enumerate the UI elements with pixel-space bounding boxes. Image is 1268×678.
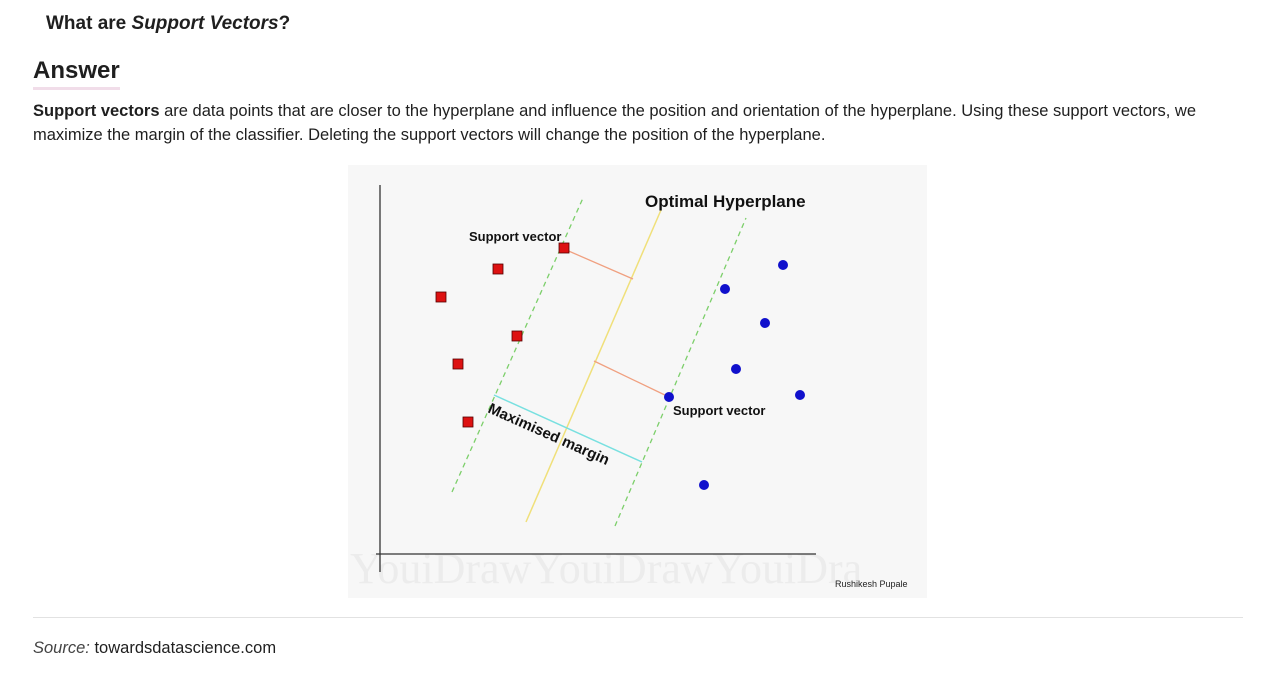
svm-diagram-image: YouiDrawYouiDrawYouiDra Optimal Hyperpla… <box>348 165 927 598</box>
class-b-point <box>720 284 730 294</box>
class-a-point <box>512 331 522 341</box>
question-title: What are Support Vectors? <box>46 13 290 35</box>
support-vector-label-top: Support vector <box>469 229 561 244</box>
support-vector-label-bottom: Support vector <box>673 403 765 418</box>
image-credit: Rushikesh Pupale <box>835 579 908 589</box>
class-a-point <box>453 359 463 369</box>
source-label: Source: <box>33 639 90 657</box>
class-b-point <box>699 480 709 490</box>
answer-body-text: are data points that are closer to the h… <box>33 102 1196 144</box>
hyperplane-title: Optimal Hyperplane <box>645 192 806 211</box>
question-suffix: ? <box>279 13 291 34</box>
class-b-point <box>731 364 741 374</box>
section-divider <box>33 617 1243 618</box>
distance-line-bottom <box>594 361 669 397</box>
watermark-text: YouiDrawYouiDrawYouiDra <box>350 544 862 593</box>
class-a-point <box>436 292 446 302</box>
answer-heading: Answer <box>33 57 120 90</box>
answer-paragraph: Support vectors are data points that are… <box>33 99 1223 147</box>
class-b-point <box>778 260 788 270</box>
maximised-margin-label: Maximised margin <box>485 400 611 469</box>
svm-diagram: YouiDrawYouiDrawYouiDra Optimal Hyperpla… <box>348 165 927 598</box>
class-a-point <box>493 264 503 274</box>
source-value: towardsdatascience.com <box>94 639 276 657</box>
class-a-point <box>463 417 473 427</box>
class-b-point <box>760 318 770 328</box>
question-prefix: What are <box>46 13 132 34</box>
answer-bold-term: Support vectors <box>33 102 160 120</box>
margin-line-right <box>615 218 746 526</box>
distance-line-top <box>564 249 633 279</box>
class-a-point <box>559 243 569 253</box>
source-line: Source: towardsdatascience.com <box>33 639 276 658</box>
class-b-point <box>664 392 674 402</box>
question-emphasis: Support Vectors <box>132 13 279 34</box>
class-b-point <box>795 390 805 400</box>
optimal-hyperplane-line <box>526 210 661 522</box>
